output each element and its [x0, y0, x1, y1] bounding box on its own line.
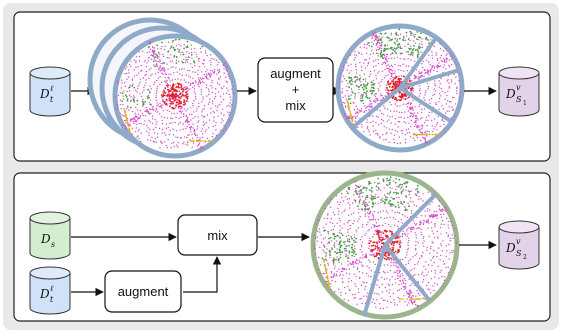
bottom-source-t-symbol: D [39, 287, 50, 301]
bottom-source-s-symbol: D [40, 232, 51, 246]
top-output-subscript: S [516, 95, 522, 104]
top-output-subscript-index: 1 [523, 100, 527, 107]
bottom-panel: D s D ℓ t augment mix [13, 170, 551, 322]
augment-label: augment [118, 284, 169, 299]
augment-mix-box: augment + mix [257, 57, 334, 123]
top-output-symbol: D [505, 87, 516, 101]
augment-box: augment [104, 270, 182, 313]
arrow-augment-to-mix [183, 256, 222, 293]
top-source-subscript: t [50, 95, 54, 104]
top-source-symbol: D [39, 87, 50, 101]
bottom-output-subscript: S [516, 249, 522, 258]
augment-mix-line2: + [292, 82, 300, 97]
scan-front-points [115, 36, 235, 156]
mixed-scan-top-points [338, 26, 462, 150]
bottom-source-s-subscript: s [51, 240, 55, 249]
top-output-superscript: v [516, 83, 521, 92]
bottom-source-database-s: D s [29, 211, 71, 260]
mixed-scan-top-sector-lines [350, 36, 460, 130]
bottom-output-superscript: v [516, 237, 521, 246]
mix-label: mix [207, 228, 228, 243]
bottom-source-t-subscript: t [50, 295, 54, 304]
bottom-output-symbol: D [505, 241, 516, 255]
bottom-output-database: D v S 2 [498, 220, 540, 270]
augment-mix-line1: augment [270, 66, 321, 81]
bottom-source-t-superscript: ℓ [50, 284, 54, 293]
mixed-lidar-scan-top [335, 23, 465, 153]
mix-box: mix [177, 214, 258, 256]
bottom-source-database-t: D ℓ t [29, 266, 71, 315]
top-output-database: D v S 1 [498, 66, 540, 117]
augment-mix-line3: mix [285, 98, 306, 113]
bottom-output-subscript-index: 2 [523, 254, 527, 261]
top-source-database: D ℓ t [29, 66, 71, 117]
bottom-panel-frame [13, 172, 551, 322]
mixed-lidar-scan-bottom [310, 170, 460, 320]
top-panel: D ℓ t augment + mix [13, 11, 551, 162]
mixed-scan-bottom-sector-lines [362, 192, 438, 317]
stacked-lidar-scans [87, 17, 238, 159]
top-source-superscript: ℓ [50, 84, 54, 93]
